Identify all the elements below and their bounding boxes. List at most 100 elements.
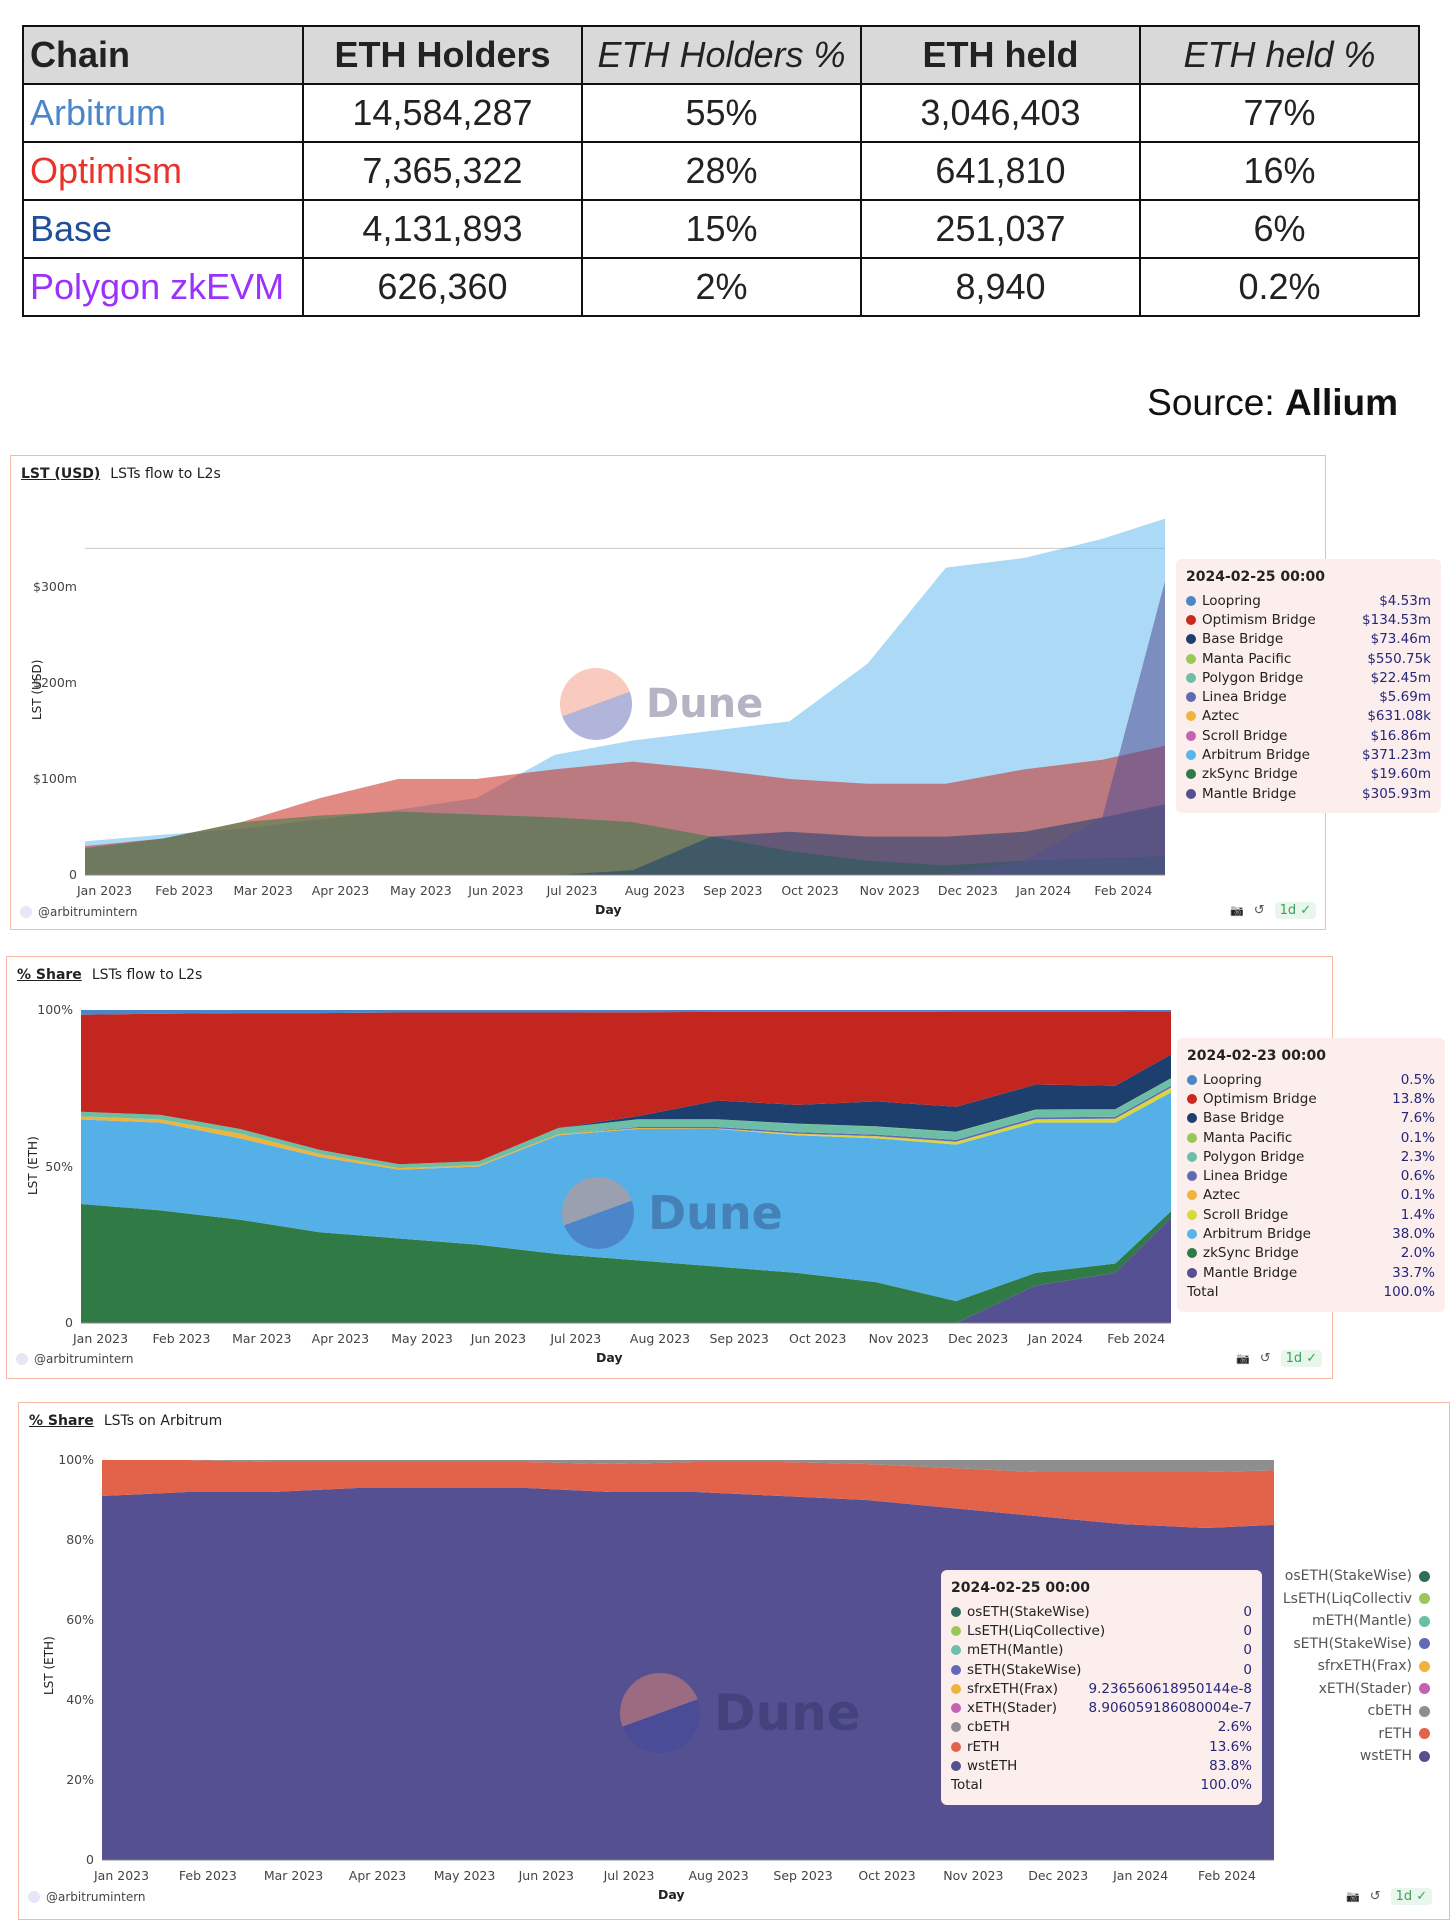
tooltip-row: Scroll Bridge 1.4% [1187,1205,1435,1224]
source-name: Allium [1284,382,1398,423]
tooltip-series-name: Mantle Bridge [1203,1264,1298,1281]
area-series[interactable] [81,1204,1171,1323]
tooltip-series-value: 83.8% [1209,1758,1252,1775]
tooltip-series-value: $631.08k [1367,708,1431,725]
chart-tab[interactable]: % Share [17,967,82,983]
y-tick-label: 100% [58,1452,94,1467]
camera-icon[interactable]: 📷 [1230,904,1244,917]
chart-tools: 📷 ↺ 1d ✓ [1236,1350,1323,1367]
area-series[interactable] [85,804,1165,875]
legend-item[interactable]: mETH(Mantle) [1240,1610,1430,1633]
x-tick-label: Nov 2023 [943,1868,1004,1883]
tooltip-label-group: Scroll Bridge [1186,728,1287,744]
camera-icon[interactable]: 📷 [1236,1352,1250,1365]
area-series[interactable] [81,1011,1171,1165]
tooltip-series-value: $16.86m [1370,727,1431,744]
legend-label: sfrxETH(Frax) [1317,1658,1412,1675]
area-series[interactable] [85,811,1165,875]
cell-held: 3,046,403 [860,83,1141,143]
legend-dot-icon [951,1703,961,1714]
legend-item[interactable]: wstETH [1240,1745,1430,1768]
source-label: Source: [1147,382,1275,423]
tooltip-row: Base Bridge $73.46m [1186,630,1431,649]
area-series[interactable] [81,1217,1171,1323]
legend-dot-icon [1419,1638,1430,1650]
legend-item[interactable]: LsETH(LiqCollectiv [1240,1588,1430,1611]
author-credit[interactable]: @arbitrumintern [28,1890,146,1904]
tooltip-label-group: osETH(StakeWise) [951,1604,1090,1620]
legend-item[interactable]: sETH(StakeWise) [1240,1633,1430,1656]
chart-tab[interactable]: LST (USD) [21,466,101,482]
x-tick-label: May 2023 [433,1868,496,1883]
author-name[interactable]: @arbitrumintern [34,1352,134,1366]
x-tick-label: Jan 2024 [1027,1331,1083,1346]
tooltip-series-name: xETH(Stader) [967,1700,1058,1717]
table-row: Arbitrum 14,584,287 55% 3,046,403 77% [22,83,1420,143]
x-tick-label: Dec 2023 [1028,1868,1089,1883]
chart-title-bar: % Share LSTs on Arbitrum [29,1413,222,1429]
header-chain: Chain [22,25,304,85]
area-series[interactable] [102,1460,1274,1472]
legend-dot-icon [1186,692,1196,703]
tooltip-row: Aztec 0.1% [1187,1186,1435,1205]
tooltip-label-group: zkSync Bridge [1186,766,1298,782]
refresh-icon[interactable]: ↺ [1253,903,1265,918]
tooltip-series-value: 13.8% [1392,1090,1435,1107]
tooltip-label-group: sfrxETH(Frax) [951,1681,1058,1697]
x-tick-label: Dec 2023 [948,1331,1009,1346]
author-credit[interactable]: @arbitrumintern [16,1352,134,1366]
legend-item[interactable]: cbETH [1240,1700,1430,1723]
tooltip-series-name: Optimism Bridge [1203,1090,1317,1107]
refresh-badge[interactable]: 1d ✓ [1274,902,1317,919]
author-name[interactable]: @arbitrumintern [46,1890,146,1904]
legend-item[interactable]: xETH(Stader) [1240,1678,1430,1701]
area-series[interactable] [81,1092,1171,1302]
refresh-badge[interactable]: 1d ✓ [1280,1350,1323,1367]
legend-label: rETH [1378,1725,1412,1742]
area-series[interactable] [102,1460,1274,1528]
tooltip-series-value: 38.0% [1392,1226,1435,1243]
legend-item[interactable]: osETH(StakeWise) [1240,1565,1430,1588]
refresh-icon[interactable]: ↺ [1369,1889,1381,1904]
y-tick-label: $100m [33,770,77,786]
refresh-badge[interactable]: 1d ✓ [1390,1888,1433,1905]
legend-dot-icon [1187,1113,1197,1124]
tooltip-series-name: LsETH(LiqCollective) [967,1622,1106,1639]
legend-item[interactable]: rETH [1240,1723,1430,1746]
legend-dot-icon [1419,1683,1430,1695]
tooltip-series-name: sETH(StakeWise) [967,1661,1082,1678]
author-name[interactable]: @arbitrumintern [38,905,138,919]
chart-tab[interactable]: % Share [29,1413,94,1429]
area-series[interactable] [85,581,1165,875]
x-tick-label: Jun 2023 [470,1331,527,1346]
x-tick-label: Aug 2023 [624,883,686,898]
author-credit[interactable]: @arbitrumintern [20,905,138,919]
tooltip-series-value: 7.6% [1400,1110,1435,1127]
legend-dot-icon [1419,1750,1430,1762]
legend-dot-icon [1186,711,1196,722]
tooltip-series-name: Aztec [1203,1187,1241,1204]
tooltip-row: cbETH 2.6% [951,1718,1252,1737]
tooltip-label-group: Loopring [1187,1072,1262,1088]
tooltip-row: Optimism Bridge 13.8% [1187,1089,1435,1108]
refresh-icon[interactable]: ↺ [1259,1351,1271,1366]
legend-item[interactable]: sfrxETH(Frax) [1240,1655,1430,1678]
area-series[interactable] [81,1078,1171,1169]
x-tick-label: Feb 2024 [1198,1868,1256,1883]
legend-dot-icon [1419,1705,1430,1717]
legend-dot-icon [1186,750,1196,761]
x-tick-label: Mar 2023 [263,1868,324,1883]
y-tick-label: 20% [66,1772,94,1787]
tooltip-series-name: Base Bridge [1202,631,1284,648]
legend-dot-icon [951,1683,961,1694]
area-series[interactable] [81,1010,1171,1015]
tooltip-label-group: Manta Pacific [1186,651,1291,667]
tooltip-series-value: $550.75k [1367,650,1431,667]
tooltip-series-value: 1.4% [1400,1206,1435,1223]
legend-dot-icon [1187,1190,1197,1201]
camera-icon[interactable]: 📷 [1346,1890,1360,1903]
area-series[interactable] [81,1054,1171,1165]
check-circle-icon: ✓ [1412,1889,1428,1904]
